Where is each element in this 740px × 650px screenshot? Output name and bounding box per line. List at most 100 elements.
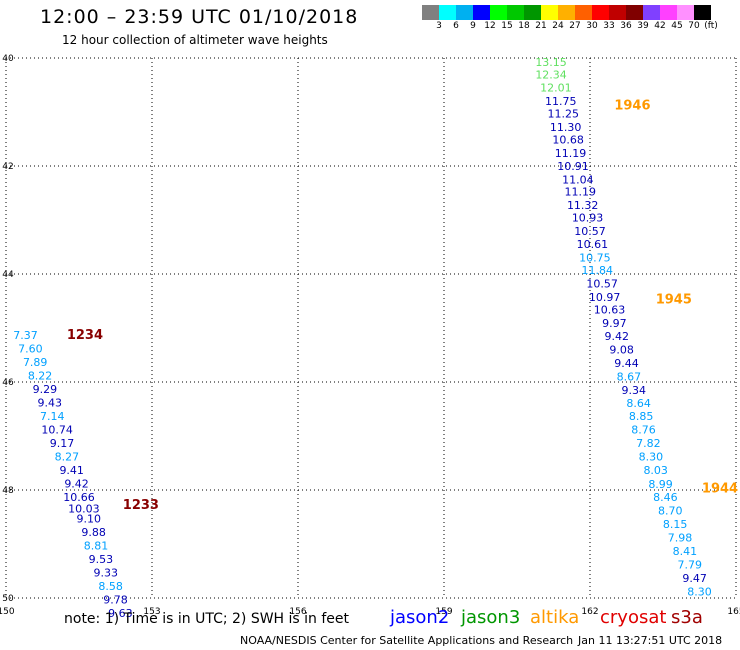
track-time-label: 1945 (656, 293, 692, 308)
satellite-legend-cryosat: cryosat (600, 607, 667, 628)
lon-tick-label: 159 (435, 607, 452, 617)
scale-swatch (541, 5, 558, 20)
scale-label: 36 (620, 21, 632, 31)
swh-value: 9.78 (103, 593, 128, 606)
swh-value: 12.01 (540, 81, 572, 94)
lat-tick-label: 42 (2, 162, 13, 172)
swh-value: 8.58 (98, 580, 123, 593)
swh-value: 13.15 (535, 56, 567, 69)
swh-value: 9.44 (614, 357, 639, 370)
swh-value: 9.17 (50, 437, 75, 450)
swh-value: 8.30 (687, 585, 712, 598)
swh-value: 8.64 (626, 397, 651, 410)
scale-label: 9 (470, 21, 476, 31)
scale-swatch (660, 5, 677, 20)
credit-text: NOAA/NESDIS Center for Satellite Applica… (240, 634, 574, 647)
swh-value: 8.46 (653, 491, 678, 504)
scale-swatch (694, 5, 711, 20)
satellite-legend-s3a: s3a (671, 607, 703, 628)
swh-value: 7.37 (13, 329, 38, 342)
scale-label: 3 (436, 21, 442, 31)
swh-value: 7.79 (678, 558, 703, 571)
swh-value: 8.81 (84, 539, 109, 552)
scale-swatch (524, 5, 541, 20)
track-time-label: 1946 (614, 98, 650, 113)
scale-swatch (439, 5, 456, 20)
swh-value: 11.32 (567, 199, 599, 212)
lon-tick-label: 165 (727, 607, 740, 617)
swh-value: 9.42 (605, 330, 630, 343)
track-time-label: 1944 (702, 482, 738, 497)
swh-value: 9.29 (33, 383, 58, 396)
swh-value: 9.97 (602, 317, 627, 330)
swh-value: 8.15 (663, 518, 688, 531)
swh-value: 11.19 (565, 186, 597, 199)
map-subtitle: 12 hour collection of altimeter wave hei… (62, 33, 328, 47)
swh-value: 10.63 (594, 303, 626, 316)
lon-tick-label: 156 (289, 607, 306, 617)
swh-value: 10.74 (41, 423, 73, 436)
swh-value: 9.10 (76, 512, 101, 525)
scale-label: 39 (637, 21, 649, 31)
scale-swatch (643, 5, 660, 20)
swh-value: 10.66 (63, 491, 95, 504)
swh-value: 9.41 (59, 464, 84, 477)
swh-value: 9.53 (89, 553, 114, 566)
swh-value: 9.33 (94, 566, 119, 579)
color-scale-legend (422, 5, 711, 20)
scale-label: 45 (671, 21, 683, 31)
swh-value: 11.30 (550, 121, 582, 134)
scale-swatch (490, 5, 507, 20)
swh-value: 9.63 (108, 607, 133, 620)
scale-label: 42 (654, 21, 666, 31)
swh-value: 9.43 (38, 396, 63, 409)
swh-value: 7.60 (18, 342, 43, 355)
swh-value: 11.19 (555, 147, 587, 160)
swh-value: 8.99 (648, 478, 673, 491)
lat-tick-label: 40 (2, 54, 14, 64)
swh-value: 10.75 (579, 252, 611, 265)
swh-value: 8.03 (643, 464, 668, 477)
swh-value: 12.34 (535, 69, 567, 82)
lat-tick-label: 46 (2, 378, 14, 388)
scale-swatch (507, 5, 524, 20)
swh-value: 7.14 (40, 410, 65, 423)
satellite-legend-altika: altika (530, 607, 580, 628)
swh-value: 11.25 (547, 107, 579, 120)
scale-label: 15 (501, 21, 513, 31)
lon-tick-label: 153 (143, 607, 160, 617)
track-time-label: 1233 (123, 498, 159, 513)
swh-value: 10.93 (572, 212, 604, 225)
swh-value: 10.68 (552, 133, 584, 146)
satellite-legend-jason3: jason3 (461, 607, 521, 628)
scale-swatch (677, 5, 694, 20)
scale-label: 21 (535, 21, 547, 31)
scale-swatch (456, 5, 473, 20)
swh-value: 9.88 (81, 526, 106, 539)
swh-value: 8.76 (631, 423, 656, 436)
scale-label: 18 (518, 21, 530, 31)
swh-value: 10.57 (586, 278, 618, 291)
swh-value: 10.57 (574, 225, 606, 238)
scale-label: 33 (603, 21, 615, 31)
swh-value: 10.91 (557, 160, 589, 173)
map-title: 12:00 – 23:59 UTC 01/10/2018 (40, 6, 359, 28)
swh-value: 7.98 (668, 531, 693, 544)
scale-swatch (626, 5, 643, 20)
swh-value: 10.97 (589, 291, 621, 304)
lon-tick-label: 150 (0, 607, 15, 617)
footer-note: note: 1) Time is in UTC; 2) SWH is in fe… (64, 611, 350, 627)
swh-value: 8.22 (28, 369, 53, 382)
scale-label: 70 (688, 21, 700, 31)
generated-date: Jan 11 13:27:51 UTC 2018 (578, 634, 723, 647)
lon-tick-label: 162 (581, 607, 598, 617)
swh-value: 9.42 (64, 477, 89, 490)
swh-value: 11.04 (562, 173, 594, 186)
swh-value: 7.82 (636, 437, 661, 450)
scale-label: 27 (569, 21, 581, 31)
swh-value: 10.03 (68, 503, 100, 516)
scale-swatch (473, 5, 490, 20)
swh-value: 8.27 (55, 450, 80, 463)
lat-tick-label: 48 (2, 486, 14, 496)
